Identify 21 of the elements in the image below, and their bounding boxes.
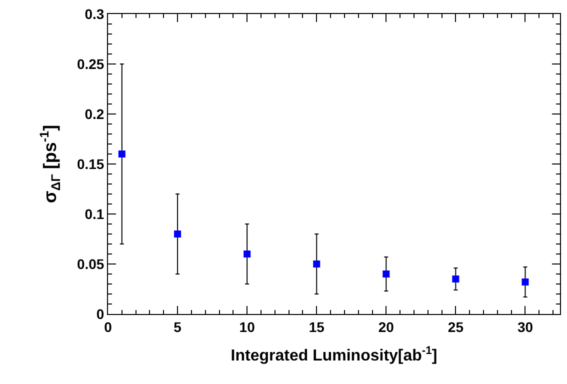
x-axis-title: Integrated Luminosity[ab$^{-1}$]: [230, 344, 438, 364]
point: [174, 230, 182, 238]
y-tick-label: 0.15: [76, 156, 104, 172]
y-tick-label: 0.25: [76, 56, 104, 72]
point: [522, 278, 529, 286]
point: [452, 276, 460, 282]
point: [118, 150, 126, 158]
x-tick-label: 30: [517, 318, 534, 335]
point: [244, 250, 251, 258]
point: [382, 270, 390, 278]
y-tick-label: 0.1: [84, 206, 104, 222]
x-tick-label: 10: [239, 318, 256, 335]
y-tick-label: 0: [96, 306, 104, 322]
point: [313, 260, 320, 268]
x-tick-label: 15: [308, 318, 325, 335]
y-tick-label: 0.2: [84, 106, 104, 122]
y-tick-label: 0.3: [84, 6, 104, 22]
x-tick-label: 25: [448, 318, 464, 335]
x-tick-label: 5: [174, 318, 182, 335]
y-tick-label: 0.05: [76, 256, 104, 272]
x-tick-label: 20: [378, 318, 394, 335]
